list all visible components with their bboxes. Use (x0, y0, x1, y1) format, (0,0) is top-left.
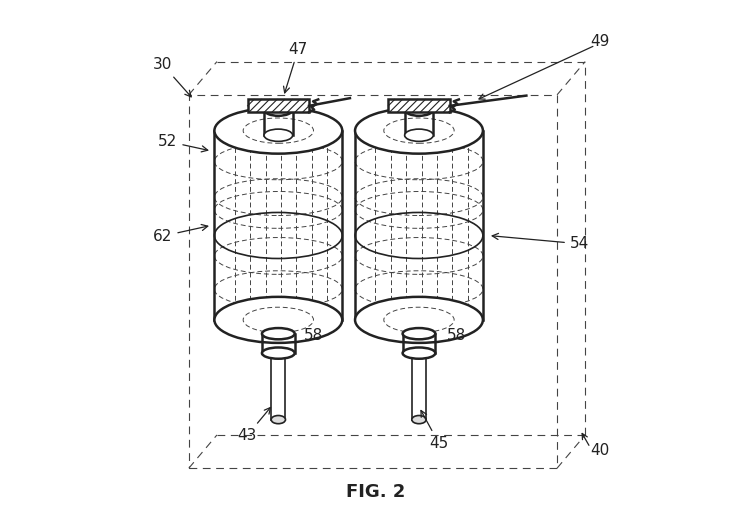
Ellipse shape (214, 108, 342, 154)
Ellipse shape (262, 347, 294, 359)
Text: 40: 40 (590, 444, 610, 459)
Ellipse shape (403, 328, 436, 339)
Ellipse shape (405, 103, 433, 116)
Ellipse shape (264, 103, 293, 116)
Bar (189, 95, 557, 468)
Text: 62: 62 (153, 224, 208, 244)
Bar (248, 99, 309, 112)
Ellipse shape (355, 108, 483, 154)
Text: 49: 49 (590, 34, 610, 49)
Ellipse shape (264, 129, 293, 141)
Text: 58: 58 (304, 328, 323, 343)
Text: 52: 52 (158, 134, 208, 152)
Ellipse shape (412, 416, 426, 424)
Text: 30: 30 (153, 57, 192, 97)
Ellipse shape (214, 297, 342, 343)
Ellipse shape (355, 297, 483, 343)
Bar (388, 99, 450, 112)
Ellipse shape (262, 328, 294, 339)
Text: 58: 58 (447, 328, 466, 343)
Ellipse shape (405, 129, 433, 141)
Ellipse shape (271, 416, 285, 424)
Text: 47: 47 (284, 42, 308, 93)
Ellipse shape (403, 347, 436, 359)
Text: 43: 43 (237, 407, 270, 443)
Text: 45: 45 (421, 410, 448, 451)
Text: 54: 54 (492, 233, 589, 251)
Text: FIG. 2: FIG. 2 (345, 483, 406, 501)
